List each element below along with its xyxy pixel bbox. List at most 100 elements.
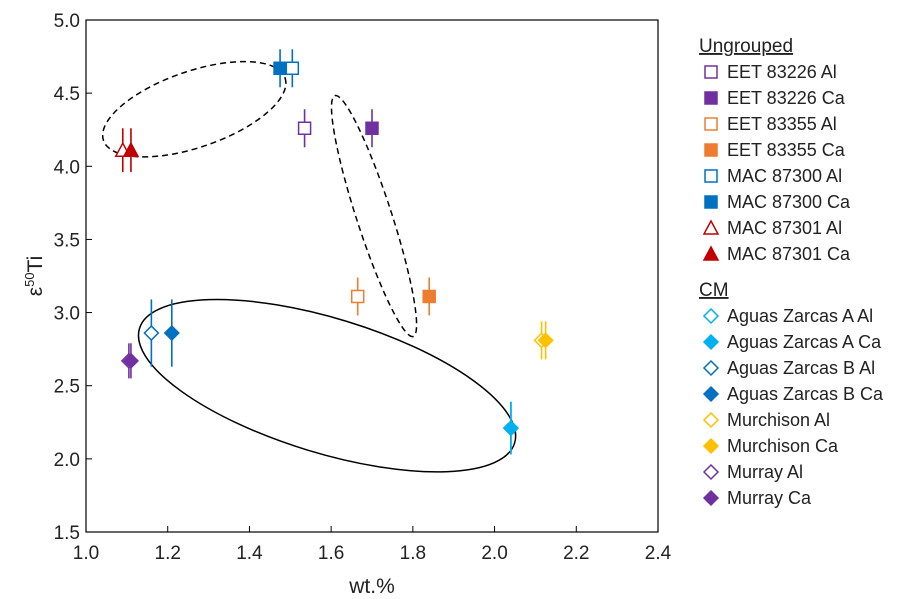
y-tick-label: 5.0 — [54, 11, 80, 32]
x-axis-title: wt.% — [348, 575, 395, 598]
x-tick-label: 1.8 — [400, 543, 426, 564]
y-tick-label: 4.5 — [54, 84, 80, 105]
marker-murchison-ca — [537, 332, 554, 349]
legend-marker-aguas-zarcas-b-al — [702, 359, 720, 377]
marker-mac-87300-al — [285, 61, 300, 76]
marker-murray-ca — [122, 352, 140, 369]
point-aguas-zarcas-b-al — [143, 299, 160, 367]
legend-label: Aguas Zarcas A Al — [727, 306, 873, 326]
legend-item-murray-al: Murray Al — [702, 462, 803, 482]
y-axis-title-base: ε — [24, 287, 47, 296]
legend-marker-murchison-al — [702, 411, 720, 429]
x-tick-label: 1.4 — [236, 543, 263, 564]
legend-label: EET 83355 Al — [727, 114, 837, 134]
eet-group-ellipse — [330, 94, 418, 338]
y-tick-label: 3.0 — [54, 304, 80, 325]
legend-item-mac-87301-ca: MAC 87301 Ca — [702, 244, 851, 264]
point-eet-83355-ca — [422, 277, 436, 316]
legend-marker-eet-83355-ca — [704, 143, 718, 157]
marker-eet-83355-ca — [422, 289, 436, 304]
x-tick-label: 2.0 — [481, 543, 507, 564]
legend-label: MAC 87301 Ca — [727, 244, 851, 264]
legend-label: Aguas Zarcas B Ca — [727, 384, 884, 404]
marker-eet-83226-al — [297, 121, 312, 136]
legend-item-eet-83226-al: EET 83226 Al — [704, 62, 837, 82]
group-ellipses — [101, 60, 517, 473]
y-tick-label: 4.0 — [54, 157, 80, 178]
y-axis-title-rest: Ti — [24, 256, 47, 273]
y-axis-title: ε50Ti — [22, 256, 47, 297]
x-tick-label: 2.4 — [645, 543, 672, 564]
legend-label: Aguas Zarcas B Al — [727, 358, 875, 378]
legend-item-mac-87300-al: MAC 87300 Al — [704, 166, 842, 186]
cm-group-ellipse — [137, 298, 517, 473]
marker-eet-83355-al — [350, 289, 365, 304]
legend-item-aguas-zarcas-a-al: Aguas Zarcas A Al — [702, 306, 873, 326]
x-tick-label: 1.0 — [73, 543, 99, 564]
marker-mac-87300-ca — [273, 61, 287, 76]
legend-label: EET 83226 Ca — [727, 88, 846, 108]
legend-marker-mac-87301-ca — [702, 245, 720, 261]
legend-item-mac-87300-ca: MAC 87300 Ca — [704, 192, 851, 212]
legend-item-eet-83355-al: EET 83355 Al — [704, 114, 837, 134]
legend-heading-ungrouped: Ungrouped — [699, 36, 793, 57]
legend-marker-mac-87300-al — [704, 169, 718, 183]
legend-item-murchison-ca: Murchison Ca — [702, 436, 839, 456]
legend-marker-aguas-zarcas-a-ca — [702, 333, 720, 351]
point-murchison-ca — [537, 321, 554, 360]
legend: Ungrouped EET 83226 Al EET 83226 Ca EET 833… — [699, 36, 884, 508]
legend-marker-aguas-zarcas-b-ca — [702, 385, 720, 403]
y-tick-label: 3.5 — [54, 230, 80, 251]
legend-label: MAC 87300 Al — [727, 166, 842, 186]
legend-label: Murray Al — [727, 462, 803, 482]
plot-frame — [85, 19, 659, 533]
legend-marker-murray-al — [702, 463, 720, 481]
point-eet-83226-al — [297, 109, 312, 148]
legend-marker-murray-ca — [702, 489, 720, 507]
legend-item-aguas-zarcas-b-al: Aguas Zarcas B Al — [702, 358, 875, 378]
x-tick-label: 1.6 — [318, 543, 344, 564]
x-axis: 1.0 1.2 1.4 1.6 1.8 2.0 2.2 2.4 — [73, 526, 672, 564]
legend-label: Aguas Zarcas A Ca — [727, 332, 882, 352]
legend-label: EET 83226 Al — [727, 62, 837, 82]
data-points — [114, 49, 554, 455]
legend-label: EET 83355 Ca — [727, 140, 846, 160]
legend-marker-mac-87300-ca — [704, 195, 718, 209]
y-tick-label: 2.5 — [54, 377, 80, 398]
point-eet-83226-ca — [365, 109, 379, 148]
legend-item-murchison-al: Murchison Al — [702, 410, 830, 430]
point-aguas-zarcas-a-ca — [502, 401, 519, 455]
point-aguas-zarcas-b-ca — [163, 299, 180, 367]
y-tick-label: 1.5 — [54, 523, 80, 544]
legend-label: MAC 87300 Ca — [727, 192, 851, 212]
legend-marker-mac-87301-al — [702, 219, 720, 235]
legend-label: Murray Ca — [727, 488, 812, 508]
point-mac-87300-al — [285, 49, 300, 88]
legend-marker-aguas-zarcas-a-al — [702, 307, 720, 325]
marker-eet-83226-ca — [365, 121, 379, 136]
legend-item-eet-83355-ca: EET 83355 Ca — [704, 140, 846, 160]
legend-item-murray-ca: Murray Ca — [702, 488, 812, 508]
point-murray-ca — [122, 343, 140, 379]
legend-label: Murchison Ca — [727, 436, 839, 456]
mac-group-ellipse — [101, 60, 287, 158]
legend-marker-eet-83355-al — [704, 117, 718, 131]
y-axis: 1.5 2.0 2.5 3.0 3.5 4.0 4.5 5.0 — [54, 11, 92, 544]
legend-item-eet-83226-ca: EET 83226 Ca — [704, 88, 846, 108]
legend-label: MAC 87301 Al — [727, 218, 842, 238]
x-tick-label: 2.2 — [563, 543, 589, 564]
legend-item-aguas-zarcas-b-ca: Aguas Zarcas B Ca — [702, 384, 884, 404]
marker-aguas-zarcas-b-ca — [163, 324, 180, 342]
y-axis-title-sup: 50 — [22, 272, 37, 286]
legend-marker-eet-83226-ca — [704, 91, 718, 105]
marker-aguas-zarcas-a-ca — [502, 420, 519, 437]
marker-mac-87301-ca — [122, 141, 140, 157]
legend-marker-eet-83226-al — [704, 65, 718, 79]
marker-aguas-zarcas-b-al — [143, 324, 160, 342]
legend-marker-murchison-ca — [702, 437, 720, 455]
plot-area — [85, 19, 659, 533]
point-mac-87300-ca — [273, 49, 287, 88]
y-tick-label: 2.0 — [54, 450, 80, 471]
legend-heading-cm: CM — [699, 280, 729, 301]
